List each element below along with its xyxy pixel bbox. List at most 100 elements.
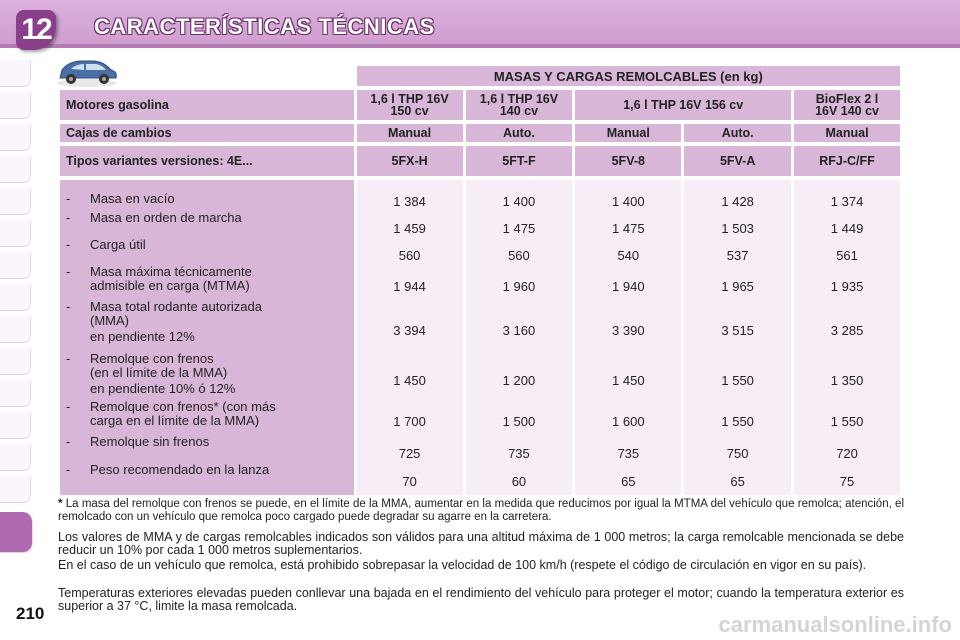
table-cell: 3 394	[393, 322, 426, 338]
row-label-line: en pendiente 10% ó 12%	[90, 381, 236, 396]
table-title-row: MASAS Y CARGAS REMOLCABLES (en kg)	[60, 66, 900, 86]
paragraph-speed: En el caso de un vehículo que remolca, e…	[58, 558, 867, 572]
row-label-line: Masa total rodante autorizada	[90, 299, 262, 314]
footnote-star: *	[58, 498, 63, 510]
header-divider	[0, 44, 960, 48]
table-cell: 1 500	[502, 414, 536, 429]
row-dash: -	[66, 210, 71, 225]
table-cell: 1 428	[721, 194, 754, 209]
row-label-line: (en el límite de la MMA)	[90, 364, 228, 380]
row-label-text: Remolque sin frenos	[90, 435, 354, 449]
gearbox-label: Cajas de cambios	[60, 124, 354, 142]
row-label: - Carga útil	[60, 234, 354, 261]
table-cell: 1 459	[393, 221, 426, 236]
specs-table: MASAS Y CARGAS REMOLCABLES (en kg) Motor…	[57, 62, 903, 499]
table-cell: 560	[398, 248, 421, 263]
row-label-line: Masa en vacío	[90, 191, 175, 206]
gearbox-cell: Manual	[794, 124, 900, 142]
table-cell: 750	[726, 445, 749, 461]
table-cell: 65	[730, 473, 745, 489]
row-dash: -	[66, 299, 71, 314]
row-label-text: Remolque con frenos* (con más carga en el…	[90, 400, 354, 427]
side-tab[interactable]	[0, 380, 31, 407]
row-labels-column: - Masa en vacío - Masa en orden de marcha - C…	[60, 180, 354, 495]
row-label-text: Masa total rodante autorizada (MMA) en pen…	[90, 300, 354, 344]
side-tab[interactable]	[0, 412, 31, 439]
motors-label: Motores gasolina	[60, 90, 354, 120]
row-label: - Peso recomendado en la lanza	[60, 459, 354, 487]
table-cell: 1 944	[393, 279, 426, 294]
row-label-text: Masa en orden de marcha	[90, 211, 354, 225]
car-icon	[57, 60, 117, 87]
side-tab[interactable]	[0, 124, 31, 151]
values-column: 1 400 1 475 540 1 940 3 390 1 450 1 600 735 65	[575, 180, 682, 495]
variant-cell: 5FV-A	[684, 146, 792, 176]
motor-cell: 1,6 l THP 16V 156 cv	[575, 90, 792, 120]
row-dash: -	[66, 399, 71, 414]
variants-row: Tipos variantes versiones: 4E... 5FX-H 5…	[60, 146, 900, 176]
side-tab[interactable]	[0, 252, 31, 279]
table-cell: 560	[508, 248, 530, 263]
row-label-line: Remolque sin frenos	[90, 434, 210, 449]
side-tab[interactable]	[0, 476, 31, 503]
row-label-text: Remolque con frenos (en el límite de la M…	[90, 352, 354, 396]
table-cell: 3 390	[612, 322, 645, 338]
side-tab[interactable]	[0, 188, 31, 215]
table-title: MASAS Y CARGAS REMOLCABLES (en kg)	[356, 66, 900, 86]
table-cell: 1 374	[830, 194, 864, 209]
footnote: * La masa del remolque con frenos se pue…	[58, 498, 904, 524]
table-cell: 735	[617, 445, 640, 461]
side-tab[interactable]	[0, 284, 31, 311]
row-label-line: admisible en carga (MTMA)	[90, 277, 250, 293]
motors-row: Motores gasolina 1,6 l THP 16V 150 cv 1,6…	[60, 90, 900, 120]
table-cell: 1 450	[612, 372, 645, 388]
row-label-line: Remolque con frenos* (con más	[90, 399, 276, 414]
row-label-line: carga en el límite de la MMA)	[90, 412, 260, 428]
row-dash: -	[66, 264, 71, 279]
table-cell: 75	[839, 473, 855, 489]
row-label-text: Peso recomendado en la lanza	[90, 463, 354, 477]
table-cell: 3 160	[502, 322, 536, 338]
side-tab[interactable]	[0, 444, 31, 471]
table-cell: 65	[621, 473, 636, 489]
watermark: carmanualsonline.info	[718, 612, 953, 637]
side-tab[interactable]	[0, 220, 31, 247]
row-dash: -	[66, 191, 71, 206]
table-cell: 537	[726, 248, 749, 263]
row-label: - Masa en orden de marcha	[60, 207, 354, 234]
side-tab[interactable]	[0, 60, 31, 87]
table-cell: 70	[402, 473, 417, 489]
row-label-text: Masa máxima técnicamente admisible en car…	[90, 265, 354, 292]
side-tab[interactable]	[0, 316, 31, 343]
side-tab[interactable]	[0, 156, 31, 183]
table-cell: 1 400	[502, 194, 536, 209]
table-cell: 725	[398, 445, 421, 461]
row-label-text: Carga útil	[90, 238, 354, 252]
table-cell: 1 475	[612, 221, 645, 236]
chapter-badge: 12	[16, 10, 56, 50]
page-title: CARACTERÍSTICAS TÉCNICAS	[94, 14, 435, 39]
side-tab[interactable]	[0, 348, 31, 375]
table-cell: 1 475	[502, 221, 536, 236]
data-block: - Masa en vacío - Masa en orden de marcha - C…	[60, 180, 900, 495]
page-number: 210	[16, 604, 45, 623]
table-cell: 1 450	[393, 372, 426, 388]
values-column: 1 428 1 503 537 1 965 3 515 1 550 1 550 750 65	[684, 180, 792, 495]
variants-label: Tipos variantes versiones: 4E...	[60, 146, 354, 176]
row-dash: -	[66, 434, 71, 449]
table-cell: 1 960	[502, 279, 536, 294]
table-cell: 1 400	[612, 194, 645, 209]
row-label-line: Masa en orden de marcha	[90, 210, 242, 225]
values-column: 1 374 1 449 561 1 935 3 285 1 350 1 550 720 75	[794, 180, 900, 495]
table-cell: 1 350	[830, 372, 864, 388]
table-cell: 1 935	[830, 279, 864, 294]
side-tab-active[interactable]	[0, 512, 33, 553]
table-cell: 1 965	[721, 279, 754, 294]
row-dash: -	[66, 462, 71, 477]
side-tab[interactable]	[0, 92, 31, 119]
values-column: 1 400 1 475 560 1 960 3 160 1 200 1 500 735 60	[465, 180, 573, 495]
row-label-line: en pendiente 12%	[90, 329, 195, 344]
gearbox-cell: Auto.	[684, 124, 792, 142]
gearbox-cell: Manual	[575, 124, 682, 142]
row-dash: -	[66, 237, 71, 252]
